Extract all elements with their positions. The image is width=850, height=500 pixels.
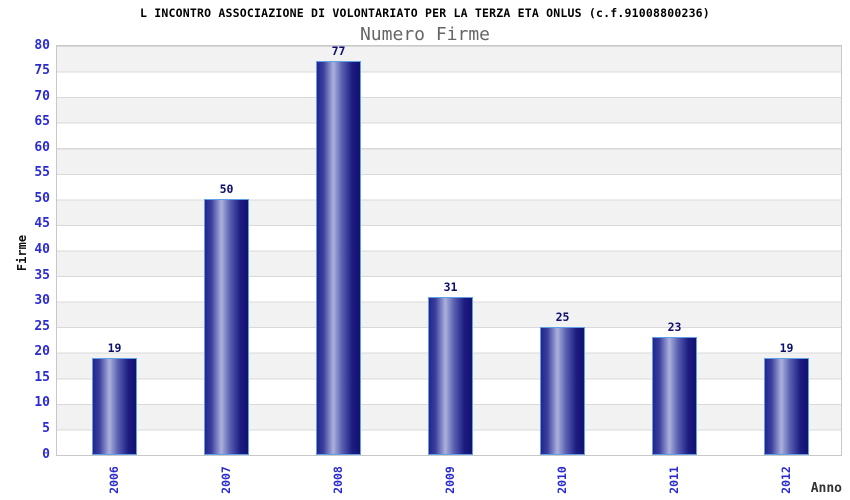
y-tick-15: 15 (34, 369, 50, 385)
chart-subtitle: Numero Firme (359, 24, 491, 45)
x-axis-label: Anno (810, 481, 842, 496)
y-tick-0: 0 (42, 446, 50, 462)
bar-value-2010: 25 (555, 310, 570, 325)
y-tick-5: 5 (42, 420, 50, 436)
x-tick-2011: 2011 (666, 466, 681, 494)
bar-value-2012: 19 (779, 340, 794, 355)
y-tick-20: 20 (34, 344, 50, 360)
y-tick-55: 55 (34, 165, 50, 181)
y-tick-70: 70 (34, 88, 50, 104)
chart-title: L INCONTRO ASSOCIAZIONE DI VOLONTARIATO … (140, 6, 710, 20)
bar-value-2006: 19 (107, 340, 122, 355)
y-tick-40: 40 (34, 242, 50, 257)
x-tick-2007: 2007 (218, 466, 233, 494)
bar-value-2009: 31 (443, 279, 458, 294)
y-tick-25: 25 (34, 318, 50, 334)
bar-2008 (316, 61, 361, 455)
y-tick-30: 30 (34, 293, 50, 309)
bar-2006 (92, 357, 137, 455)
x-tick-2006: 2006 (106, 466, 121, 494)
bar-value-2008: 77 (331, 44, 346, 59)
bar-value-2011: 23 (667, 320, 682, 335)
y-tick-35: 35 (34, 267, 50, 283)
bar-2010 (540, 327, 585, 455)
y-tick-50: 50 (34, 190, 50, 206)
y-tick-75: 75 (34, 63, 50, 79)
bar-2009 (428, 296, 473, 455)
bar-2007 (204, 199, 249, 455)
y-tick-60: 60 (34, 139, 50, 155)
y-tick-45: 45 (34, 216, 50, 232)
y-tick-10: 10 (34, 395, 50, 411)
bar-2012 (764, 357, 809, 455)
plot-area: 19 50 77 31 25 23 19 (56, 44, 842, 456)
x-tick-2008: 2008 (330, 466, 345, 494)
bar-value-2007: 50 (219, 182, 234, 197)
y-tick-80: 80 (34, 37, 50, 53)
x-tick-2010: 2010 (554, 466, 569, 494)
y-tick-65: 65 (34, 114, 50, 130)
x-tick-2009: 2009 (442, 466, 457, 494)
bar-2011 (652, 337, 697, 455)
